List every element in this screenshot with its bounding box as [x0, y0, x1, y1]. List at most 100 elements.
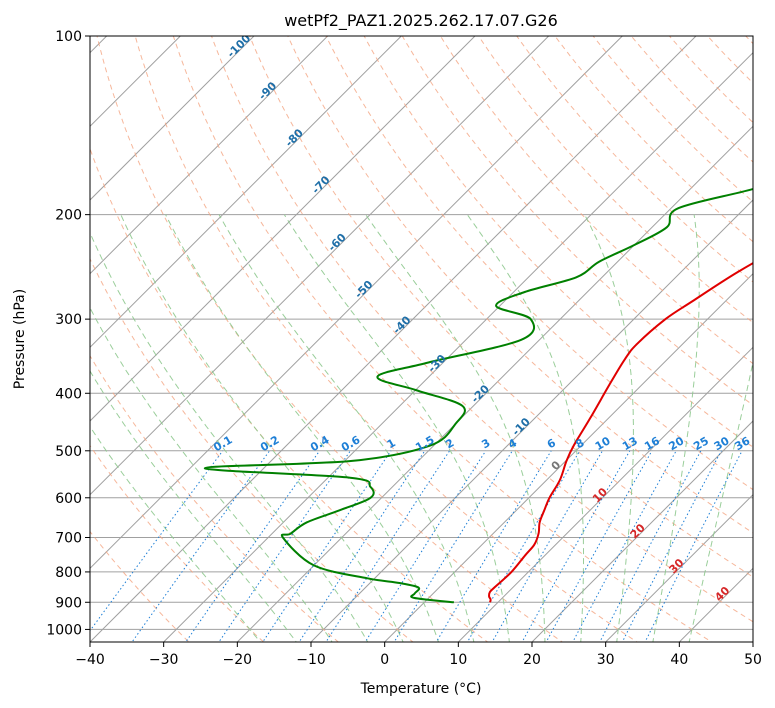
x-tick-label: −40 [75, 652, 105, 668]
dry-adiabat-line [592, 36, 753, 203]
x-tick-label: 0 [380, 652, 389, 668]
mixing-ratio-line [599, 450, 702, 642]
dry-adiabat-label: -70 [309, 173, 332, 196]
mixing-ratio-line [572, 450, 677, 642]
isotherm-line [605, 493, 753, 642]
dry-adiabat-line [478, 36, 753, 324]
mixing-ratio-line [644, 450, 743, 642]
x-tick-label: 10 [449, 652, 467, 668]
dry-adiabat-line [325, 36, 753, 491]
isotherm-line [90, 36, 697, 642]
dry-adiabat-label: -60 [326, 231, 349, 254]
dry-adiabat-line [706, 36, 753, 84]
y-tick-label: 600 [55, 491, 82, 507]
moist-adiabat-label: 20 [628, 521, 648, 541]
mixing-ratio-line [298, 450, 426, 642]
moist-adiabat-label: 30 [667, 556, 687, 576]
plot-frame [89, 35, 754, 643]
moist-adiabat-line [652, 214, 700, 642]
dry-adiabat-line [90, 354, 340, 642]
dry-adiabat-line [96, 36, 564, 642]
dry-adiabat-label: -90 [256, 79, 279, 102]
x-tick-label: −10 [296, 652, 326, 668]
mixing-ratio-line [325, 450, 451, 642]
moist-adiabat-line [90, 425, 261, 642]
moist-adiabat-line [90, 306, 333, 642]
moist-adiabat-line [120, 214, 404, 642]
dry-adiabat-line [516, 36, 753, 283]
dry-adiabat-line [90, 147, 489, 642]
mixing-ratio-line [393, 450, 513, 642]
isotherm-line [384, 272, 753, 642]
x-tick-label: 50 [744, 652, 762, 668]
y-tick-label: 100 [55, 29, 82, 45]
dry-adiabat-label: -30 [425, 352, 448, 375]
dry-adiabat-line [210, 36, 753, 623]
isotherm-line [90, 36, 476, 422]
x-tick-label: 20 [523, 652, 541, 668]
dry-adiabat-label: -20 [469, 382, 492, 405]
mixing-ratio-label: 1 [385, 436, 398, 451]
y-tick-label: 400 [55, 386, 82, 402]
y-tick-label: 200 [55, 208, 82, 224]
isotherm-line [90, 36, 329, 275]
y-tick-label: 300 [55, 312, 82, 328]
moist-adiabat-line [165, 214, 440, 642]
moist-adiabat-line [283, 214, 510, 642]
isotherm-line [752, 641, 753, 642]
dry-adiabat-line [249, 36, 753, 578]
mixing-ratio-line [131, 450, 271, 642]
profile-series [203, 187, 753, 604]
x-tick-label: 40 [670, 652, 688, 668]
isotherm-line [90, 36, 255, 201]
temperature-profile-line [488, 261, 753, 603]
moist-adiabat-line [466, 214, 584, 642]
dewpoint-profile-line [203, 187, 753, 604]
chart-title: wetPf2_PAZ1.2025.262.17.07.G26 [284, 11, 558, 31]
mixing-ratio-line [491, 450, 603, 642]
mixing-ratio-line [521, 450, 631, 642]
mixing-ratio-line [90, 450, 224, 632]
dry-adiabat-line [90, 530, 190, 642]
mixing-ratio-label: 3 [479, 436, 492, 451]
y-tick-label: 800 [55, 565, 82, 581]
dry-adiabat-line [630, 36, 753, 163]
isotherm-line [236, 125, 753, 642]
moist-adiabat-line [218, 214, 475, 642]
mixing-ratio-line [218, 450, 351, 642]
dry-adiabat-line [439, 36, 753, 365]
dry-adiabat-label: -10 [510, 415, 533, 438]
dry-adiabat-line [90, 444, 265, 642]
isotherm-line [457, 346, 753, 642]
mixing-ratio-label: 6 [545, 436, 558, 451]
dry-adiabat-label: -40 [390, 313, 413, 336]
x-tick-label: −30 [149, 652, 179, 668]
y-tick-label: 700 [55, 531, 82, 547]
y-axis-ticks: 100 200 300 400 500 600 700 800 900 1000 [46, 29, 90, 638]
isotherm-line [90, 36, 623, 570]
moist-adiabat-line [90, 370, 297, 642]
x-axis-ticks: −40 −30 −20 −10 0 10 20 30 40 50 [75, 642, 762, 668]
isotherm-line [90, 36, 402, 349]
moist-adiabat-line [688, 360, 753, 642]
mixing-ratio-line [262, 450, 392, 642]
x-tick-label: 30 [597, 652, 615, 668]
line-labels: 0.1 0.2 0.4 0.6 1 1.5 2 3 4 6 8 10 13 16 20 25 30 36-100-… [211, 36, 752, 604]
mixing-ratio-line [435, 450, 552, 642]
mixing-ratio-line [364, 450, 487, 642]
dry-adiabat-line [172, 36, 713, 642]
dry-adiabat-line [90, 257, 414, 642]
dry-adiabat-label: -80 [283, 126, 306, 149]
dry-adiabat-line [745, 36, 753, 45]
moist-adiabat-label: 40 [712, 584, 732, 604]
dry-adiabat-line [554, 36, 753, 243]
background-lines [90, 9, 775, 654]
y-tick-label: 1000 [46, 622, 82, 638]
moist-adiabat-label: 10 [590, 485, 610, 505]
isotherm-line [310, 199, 753, 642]
y-tick-label: 900 [55, 595, 82, 611]
dry-adiabat-line [758, 9, 775, 654]
moist-adiabat-line [90, 231, 369, 642]
mixing-ratio-line [545, 450, 653, 642]
